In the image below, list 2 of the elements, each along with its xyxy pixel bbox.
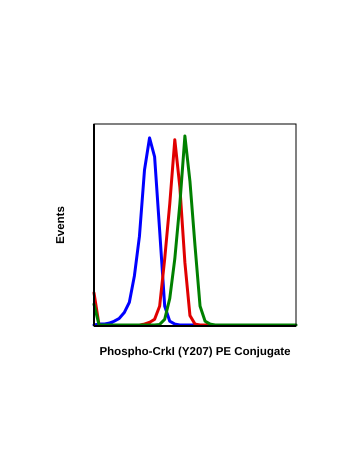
x-axis-title: Phospho-CrkI (Y207) PE Conjugate: [99, 346, 291, 358]
y-axis-title: Events: [55, 206, 67, 244]
